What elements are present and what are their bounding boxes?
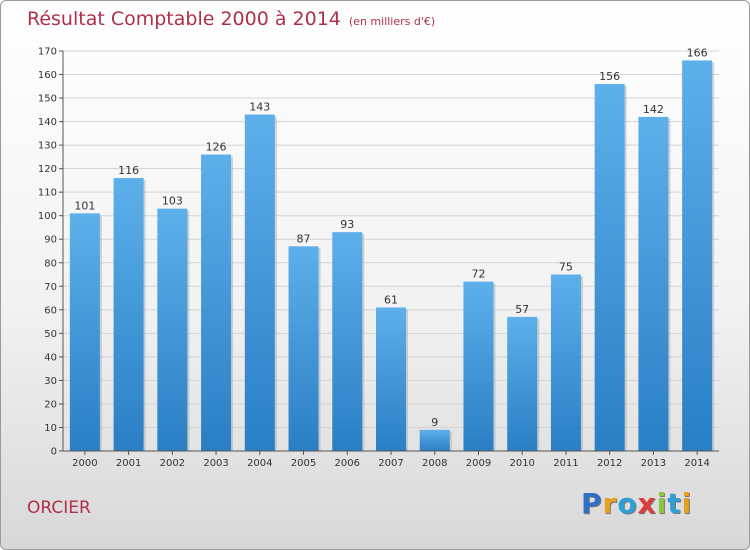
y-tick-label: 0 [51,447,57,458]
x-tick-label: 2012 [597,458,622,469]
data-label: 9 [431,416,438,429]
data-label: 142 [643,103,664,116]
y-tick-label: 110 [38,188,57,199]
bar [638,116,669,451]
bar [157,208,188,451]
bar [682,60,713,451]
commune-name: ORCIER [27,498,91,518]
bars [69,60,715,452]
y-tick-label: 20 [44,399,57,410]
bar [288,246,319,451]
bar [463,281,494,451]
labels: 101 116 103 126 143 87 93 61 9 72 57 75 156 142 166 [74,46,707,428]
y-tick-label: 80 [44,258,57,269]
y-tick-label: 120 [38,164,57,175]
axes: 0 10 20 30 40 50 60 70 80 90 100 110 120 130 140 150 160… [38,47,719,469]
data-label: 116 [118,164,139,177]
x-tick-label: 2014 [684,458,709,469]
bar [113,178,144,451]
bar [332,232,363,451]
x-tick-label: 2002 [160,458,185,469]
x-tick-label: 2008 [422,458,447,469]
y-tick-label: 130 [38,141,57,152]
logo-letter: o [617,487,638,520]
data-label: 87 [297,232,311,245]
data-label: 103 [162,195,183,208]
data-label: 101 [74,199,95,212]
y-tick-label: 60 [44,305,57,316]
data-label: 57 [515,303,529,316]
data-label: 72 [471,268,485,281]
bar [419,429,450,451]
y-tick-label: 160 [38,70,57,81]
data-label: 166 [687,46,708,59]
data-label: 126 [206,141,227,154]
data-label: 75 [559,261,573,274]
logo-letter: x [637,487,657,520]
title-text: Résultat Comptable 2000 à 2014 [27,8,341,30]
y-tick-label: 150 [38,94,57,105]
bar [594,83,625,452]
bar [244,114,275,451]
x-tick-label: 2011 [553,458,578,469]
y-tick-label: 40 [44,352,57,363]
bar [69,213,100,451]
data-label: 93 [340,218,354,231]
data-label: 61 [384,293,398,306]
bar [507,316,538,451]
x-tick-label: 2000 [72,458,97,469]
y-tick-label: 90 [44,235,57,246]
proxiti-logo: Proxiti [581,487,692,520]
chart-title: Résultat Comptable 2000 à 2014 (en millie… [27,8,435,30]
bar [376,307,406,451]
x-tick-label: 2005 [291,458,316,469]
x-tick-label: 2001 [116,458,141,469]
x-tick-label: 2006 [335,458,360,469]
x-tick-label: 2007 [378,458,403,469]
logo-letter: t [667,487,682,520]
bar [550,274,581,451]
logo-letter: r [602,487,618,520]
bar [201,154,232,451]
y-tick-label: 70 [44,282,57,293]
x-tick-label: 2003 [203,458,228,469]
logo-letter: i [656,487,668,520]
subtitle-text: (en milliers d'€) [348,15,436,28]
data-label: 143 [249,101,270,114]
x-tick-label: 2009 [466,458,491,469]
y-tick-label: 170 [38,47,57,58]
y-tick-label: 10 [44,423,57,434]
data-label: 156 [599,70,620,83]
y-tick-label: 30 [44,376,57,387]
x-tick-label: 2004 [247,458,272,469]
y-tick-label: 100 [38,211,57,222]
y-tick-label: 140 [38,117,57,128]
x-tick-label: 2010 [509,458,534,469]
y-tick-label: 50 [44,329,57,340]
logo-letter: P [581,487,603,520]
logo-letter: i [681,487,693,520]
x-tick-label: 2013 [641,458,666,469]
